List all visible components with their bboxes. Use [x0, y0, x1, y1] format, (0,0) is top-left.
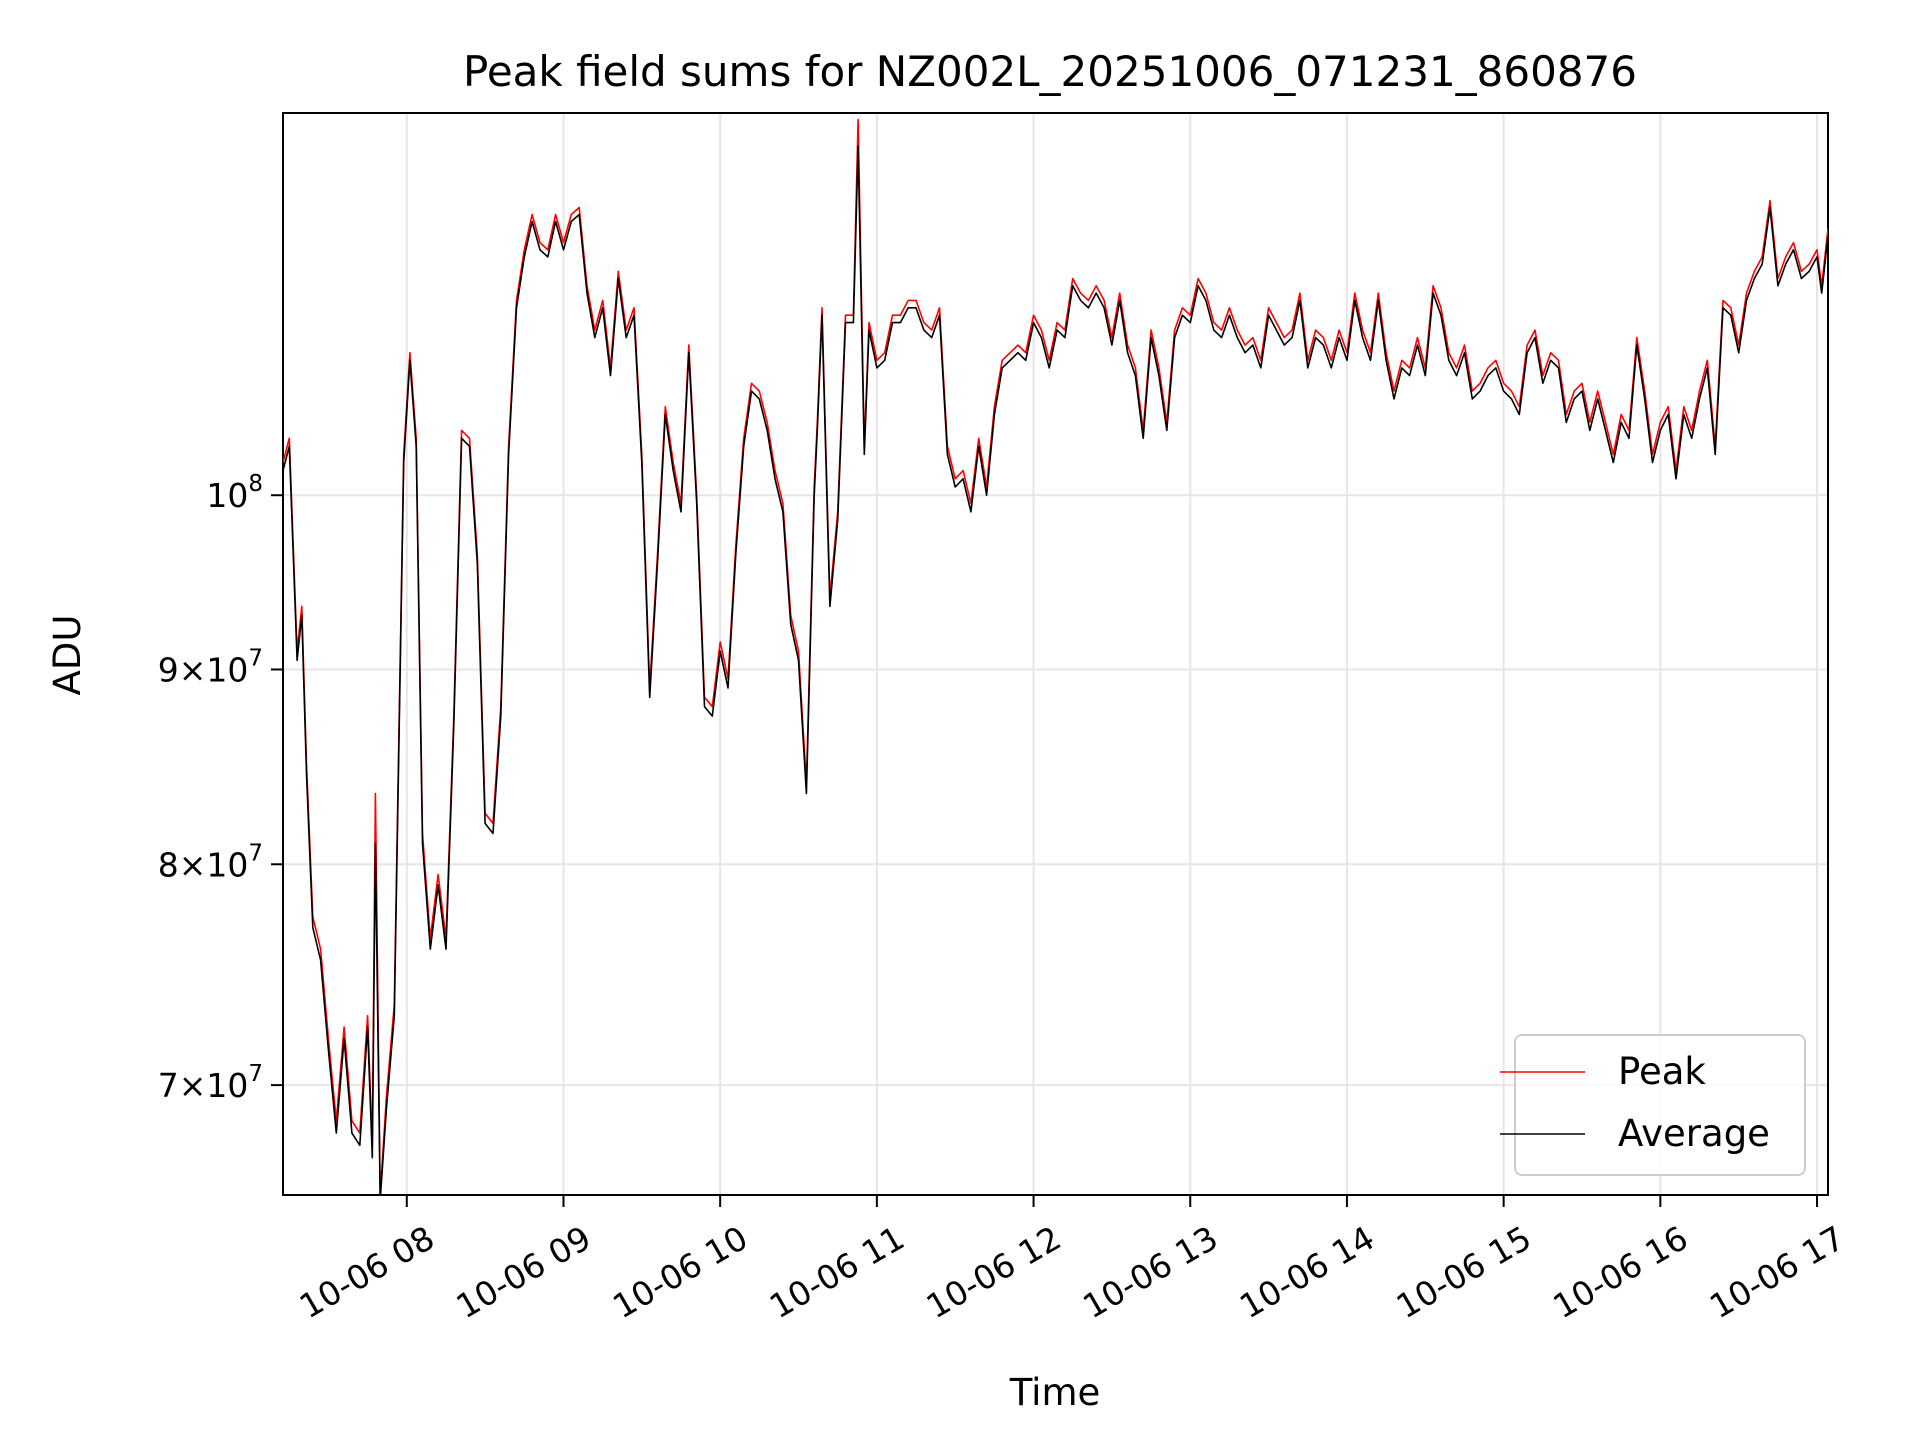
- series-peak-line: [283, 118, 1828, 1195]
- chart-title: Peak field sums for NZ002L_20251006_0712…: [463, 47, 1637, 96]
- y-tick-label: 9×107: [158, 645, 263, 689]
- y-tick-label: 7×107: [158, 1061, 263, 1105]
- y-axis: 7×107 8×107 9×107 108: [158, 471, 283, 1105]
- grid: [283, 113, 1828, 1195]
- legend-average-label: Average: [1618, 1112, 1770, 1155]
- series-average-line: [283, 145, 1828, 1195]
- y-tick-label: 8×107: [158, 840, 263, 884]
- legend: Peak Average: [1500, 1034, 1806, 1176]
- legend-box: [1514, 1034, 1806, 1176]
- legend-peak-label: Peak: [1618, 1050, 1706, 1093]
- x-axis-label: Time: [1009, 1371, 1101, 1414]
- series-area: [283, 118, 1828, 1195]
- y-tick-label: 108: [206, 471, 263, 515]
- plot-frame: [282, 112, 1829, 1196]
- y-axis-label: ADU: [46, 615, 89, 696]
